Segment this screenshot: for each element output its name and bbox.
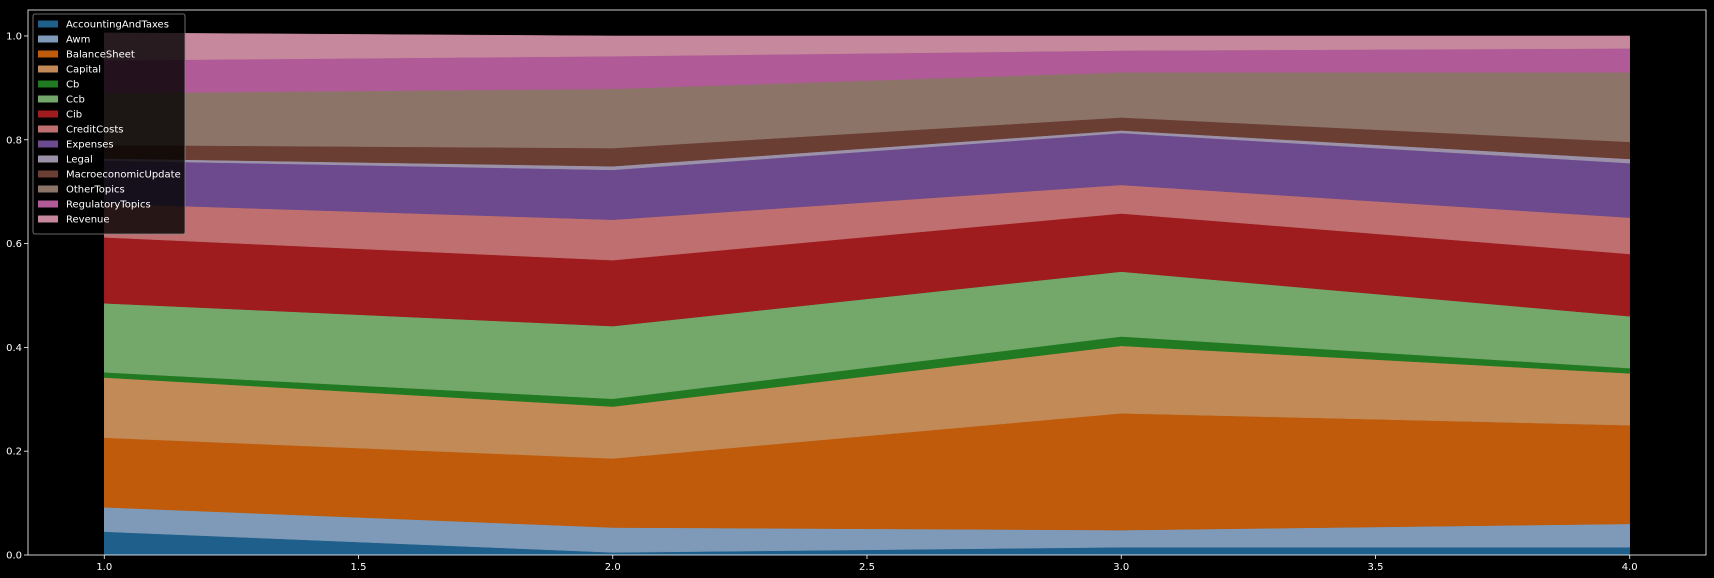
legend-swatch: [38, 200, 58, 208]
legend-swatch: [38, 170, 58, 178]
y-tick-label: 0.8: [6, 135, 22, 146]
x-tick-label: 3.0: [1113, 562, 1129, 573]
area-series-revenue: [104, 32, 1630, 61]
x-tick-label: 3.5: [1368, 562, 1384, 573]
legend: AccountingAndTaxes Awm BalanceSheet Capital…: [32, 13, 186, 235]
tick-marks: 1.0 1.5 2.0 2.5 3.0 3.5 4.0 0.0 0.2 0.4 0.6 0.8 1.0: [6, 31, 1638, 573]
y-tick-label: 1.0: [6, 31, 22, 42]
x-tick-label: 1.0: [96, 562, 112, 573]
legend-swatch: [38, 50, 58, 58]
legend-entry-label: Cb: [66, 80, 79, 91]
x-tick-label: 1.5: [351, 562, 367, 573]
legend-entry-label: BalanceSheet: [66, 50, 135, 61]
legend-box: [32, 13, 186, 235]
y-tick-label: 0.0: [6, 551, 22, 562]
y-tick-label: 0.4: [6, 343, 22, 354]
x-tick-label: 4.0: [1622, 562, 1638, 573]
legend-swatch: [38, 140, 58, 148]
x-tick-label: 2.5: [859, 562, 875, 573]
legend-entry-label: Capital: [66, 65, 101, 76]
legend-entry-label: Awm: [66, 35, 90, 46]
legend-entry-label: RegulatoryTopics: [66, 200, 151, 211]
legend-entry-label: Cib: [66, 110, 82, 121]
legend-swatch: [38, 20, 58, 28]
legend-entry-label: MacroeconomicUpdate: [66, 170, 181, 181]
legend-entry-label: Legal: [66, 155, 93, 166]
y-tick-label: 0.6: [6, 239, 22, 250]
legend-entry-label: OtherTopics: [66, 185, 125, 196]
legend-entry-label: AccountingAndTaxes: [66, 20, 169, 31]
area-layers: [104, 32, 1630, 556]
legend-swatch: [38, 185, 58, 193]
legend-entry-label: CreditCosts: [66, 125, 124, 136]
legend-swatch: [38, 125, 58, 133]
legend-swatch: [38, 155, 58, 163]
legend-swatch: [38, 65, 58, 73]
y-tick-label: 0.2: [6, 447, 22, 458]
legend-entry-label: Ccb: [66, 95, 85, 106]
legend-swatch: [38, 215, 58, 223]
legend-swatch: [38, 95, 58, 103]
legend-entry-label: Revenue: [66, 215, 110, 226]
legend-swatch: [38, 110, 58, 118]
legend-swatch: [38, 35, 58, 43]
x-tick-label: 2.0: [605, 562, 621, 573]
legend-entry-label: Expenses: [66, 140, 114, 151]
legend-swatch: [38, 80, 58, 88]
